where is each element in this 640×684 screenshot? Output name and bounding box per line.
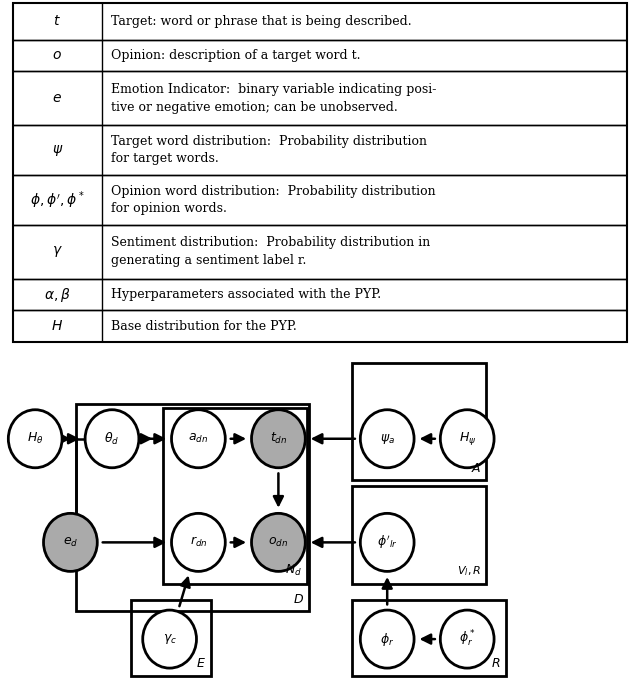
Text: $o_{dn}$: $o_{dn}$ bbox=[268, 536, 289, 549]
Text: Opinion word distribution:  Probability distribution: Opinion word distribution: Probability d… bbox=[111, 185, 436, 198]
Text: $e$: $e$ bbox=[52, 91, 62, 105]
Text: for opinion words.: for opinion words. bbox=[111, 202, 227, 215]
Text: Opinion: description of a target word t.: Opinion: description of a target word t. bbox=[111, 49, 360, 62]
Circle shape bbox=[252, 514, 305, 571]
Text: Target: word or phrase that is being described.: Target: word or phrase that is being des… bbox=[111, 15, 412, 28]
Circle shape bbox=[85, 410, 139, 468]
Text: $\gamma_c$: $\gamma_c$ bbox=[163, 632, 177, 646]
Text: Hyperparameters associated with the PYP.: Hyperparameters associated with the PYP. bbox=[111, 288, 381, 301]
Text: $H_{\theta}$: $H_{\theta}$ bbox=[27, 431, 44, 446]
Circle shape bbox=[172, 410, 225, 468]
Bar bbox=[352, 363, 486, 480]
Text: $\phi'_{lr}$: $\phi'_{lr}$ bbox=[377, 534, 397, 551]
Text: $\phi,\phi',\phi^*$: $\phi,\phi',\phi^*$ bbox=[29, 189, 85, 211]
Text: $D$: $D$ bbox=[293, 593, 304, 606]
Text: $H_{\psi}$: $H_{\psi}$ bbox=[458, 430, 476, 447]
Text: $H$: $H$ bbox=[51, 319, 63, 333]
Text: $t$: $t$ bbox=[53, 14, 61, 29]
Text: $A$: $A$ bbox=[471, 462, 481, 475]
Circle shape bbox=[143, 610, 196, 668]
Text: $\phi_r$: $\phi_r$ bbox=[380, 631, 394, 648]
Text: $\theta_d$: $\theta_d$ bbox=[104, 431, 120, 447]
Bar bbox=[163, 408, 307, 584]
Text: $a_{dn}$: $a_{dn}$ bbox=[188, 432, 209, 445]
Circle shape bbox=[172, 514, 225, 571]
Text: $e_d$: $e_d$ bbox=[63, 536, 78, 549]
Text: Emotion Indicator:  binary variable indicating posi-: Emotion Indicator: binary variable indic… bbox=[111, 83, 436, 96]
Circle shape bbox=[360, 610, 414, 668]
Circle shape bbox=[8, 410, 62, 468]
Text: $\psi$: $\psi$ bbox=[52, 143, 63, 157]
Bar bbox=[131, 600, 211, 676]
Circle shape bbox=[252, 410, 305, 468]
Text: $t_{dn}$: $t_{dn}$ bbox=[269, 431, 287, 446]
Circle shape bbox=[44, 514, 97, 571]
Bar bbox=[352, 486, 486, 584]
Text: $\phi_r^*$: $\phi_r^*$ bbox=[459, 629, 476, 649]
Circle shape bbox=[440, 410, 494, 468]
Circle shape bbox=[440, 610, 494, 668]
Bar bbox=[352, 600, 506, 676]
Text: $\gamma$: $\gamma$ bbox=[52, 244, 63, 259]
Circle shape bbox=[360, 514, 414, 571]
Bar bbox=[76, 404, 309, 611]
Text: $V_l, R$: $V_l, R$ bbox=[457, 564, 481, 578]
Text: $R$: $R$ bbox=[491, 657, 500, 670]
Text: tive or negative emotion; can be unobserved.: tive or negative emotion; can be unobser… bbox=[111, 101, 398, 114]
Text: $\alpha, \beta$: $\alpha, \beta$ bbox=[44, 286, 70, 304]
Text: for target words.: for target words. bbox=[111, 152, 219, 165]
Text: Target word distribution:  Probability distribution: Target word distribution: Probability di… bbox=[111, 135, 427, 148]
Text: $\psi_a$: $\psi_a$ bbox=[380, 432, 395, 446]
Text: $o$: $o$ bbox=[52, 49, 62, 62]
Text: generating a sentiment label r.: generating a sentiment label r. bbox=[111, 254, 307, 267]
Text: $r_{dn}$: $r_{dn}$ bbox=[189, 536, 207, 549]
Text: $E$: $E$ bbox=[196, 657, 206, 670]
Text: $N_d$: $N_d$ bbox=[285, 563, 302, 578]
Text: Base distribution for the PYP.: Base distribution for the PYP. bbox=[111, 319, 297, 332]
Text: Sentiment distribution:  Probability distribution in: Sentiment distribution: Probability dist… bbox=[111, 236, 430, 249]
Circle shape bbox=[360, 410, 414, 468]
